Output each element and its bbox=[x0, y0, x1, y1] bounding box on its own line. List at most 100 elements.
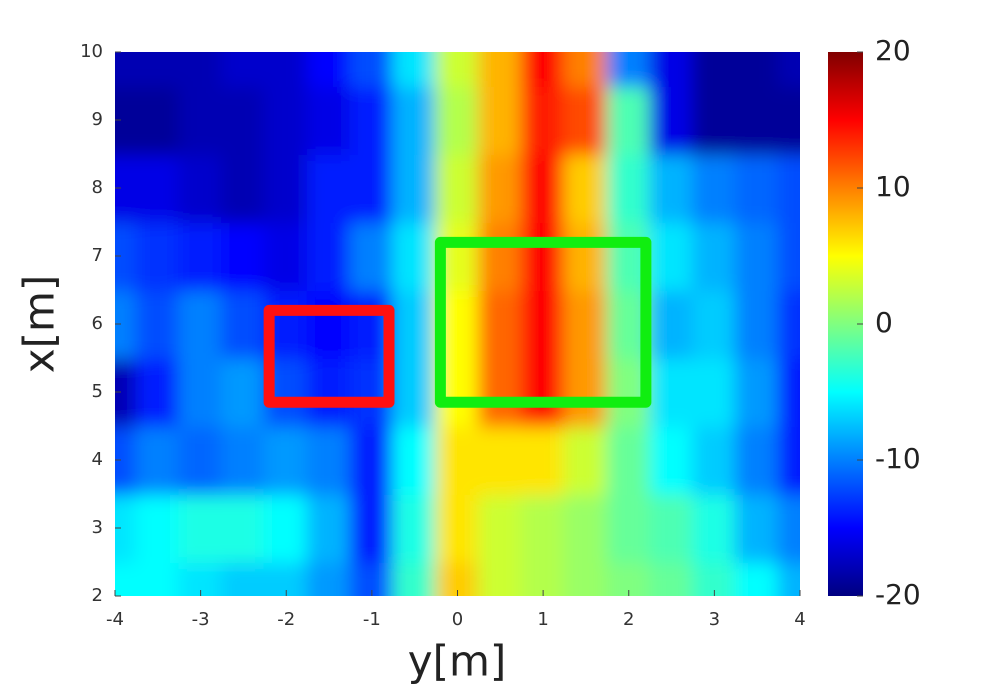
heat-cell bbox=[435, 153, 480, 223]
heat-cell bbox=[777, 289, 800, 359]
plot-area bbox=[115, 52, 800, 596]
heat-cell bbox=[691, 153, 737, 223]
heat-cell bbox=[221, 357, 266, 427]
heat-cell bbox=[135, 52, 181, 87]
heat-cell bbox=[115, 561, 138, 596]
x-tick-label: 1 bbox=[537, 609, 548, 630]
x-tick-label: -3 bbox=[192, 609, 210, 630]
x-tick-label: 0 bbox=[452, 609, 463, 630]
heat-cell bbox=[606, 52, 652, 87]
heat-cell bbox=[477, 85, 523, 155]
heat-cell bbox=[520, 221, 566, 291]
colorbar-tick-label: -20 bbox=[875, 578, 921, 611]
heat-cell bbox=[649, 52, 694, 87]
heat-cell bbox=[115, 52, 138, 87]
heat-cell bbox=[392, 561, 438, 596]
heat-cell bbox=[135, 561, 181, 596]
heat-cell bbox=[392, 289, 438, 359]
heat-cell bbox=[563, 52, 609, 87]
heat-cell bbox=[135, 425, 181, 495]
heat-cell bbox=[477, 289, 523, 359]
heat-cell bbox=[349, 425, 395, 495]
heat-cell bbox=[115, 85, 138, 155]
heat-cell bbox=[306, 221, 352, 291]
heat-cell bbox=[306, 153, 352, 223]
heat-cell bbox=[777, 561, 800, 596]
heat-cell bbox=[115, 221, 138, 291]
heat-cell bbox=[606, 425, 652, 495]
heat-cell bbox=[349, 153, 395, 223]
heat-cell bbox=[306, 561, 352, 596]
heat-cell bbox=[563, 561, 609, 596]
x-tick-label: 2 bbox=[623, 609, 634, 630]
heat-cell bbox=[649, 85, 694, 155]
heat-cell bbox=[221, 561, 266, 596]
heat-cell bbox=[221, 52, 266, 87]
heat-cell bbox=[691, 493, 737, 563]
heat-cell bbox=[520, 85, 566, 155]
heat-cell bbox=[734, 85, 780, 155]
heat-cell bbox=[435, 493, 480, 563]
heat-cell bbox=[563, 153, 609, 223]
x-tick-label: -1 bbox=[363, 609, 381, 630]
heat-cell bbox=[435, 52, 480, 87]
heat-cell bbox=[777, 425, 800, 495]
heat-cell bbox=[734, 493, 780, 563]
heat-cell bbox=[135, 289, 181, 359]
heat-cell bbox=[263, 153, 309, 223]
x-tick-label: 3 bbox=[709, 609, 720, 630]
heat-cell bbox=[520, 153, 566, 223]
heat-cell bbox=[777, 357, 800, 427]
heat-cell bbox=[477, 221, 523, 291]
y-tick-label: 6 bbox=[92, 313, 103, 334]
heat-cell bbox=[135, 221, 181, 291]
heat-cell bbox=[777, 85, 800, 155]
heat-cell bbox=[263, 493, 309, 563]
x-tick-label: -4 bbox=[106, 609, 124, 630]
heat-cell bbox=[178, 85, 224, 155]
heat-cell bbox=[520, 425, 566, 495]
heat-cell bbox=[520, 493, 566, 563]
heat-cell bbox=[777, 493, 800, 563]
heat-cell bbox=[435, 85, 480, 155]
heat-cell bbox=[563, 425, 609, 495]
heat-cell bbox=[306, 85, 352, 155]
heat-cell bbox=[777, 221, 800, 291]
heat-cell bbox=[263, 52, 309, 87]
heat-cell bbox=[263, 85, 309, 155]
heat-cell bbox=[392, 85, 438, 155]
heat-cell bbox=[520, 289, 566, 359]
heat-cell bbox=[691, 289, 737, 359]
heat-cell bbox=[777, 52, 800, 87]
heat-cell bbox=[649, 289, 694, 359]
y-tick-label: 8 bbox=[92, 177, 103, 198]
heat-cell bbox=[178, 425, 224, 495]
highlight-box bbox=[434, 236, 652, 408]
heat-cell bbox=[777, 153, 800, 223]
y-axis-label: x[m] bbox=[15, 275, 64, 374]
heat-cell bbox=[606, 153, 652, 223]
heat-cell bbox=[178, 221, 224, 291]
heat-cell bbox=[349, 221, 395, 291]
heat-cell bbox=[392, 493, 438, 563]
heat-cell bbox=[178, 52, 224, 87]
heat-cell bbox=[563, 493, 609, 563]
heat-cell bbox=[115, 153, 138, 223]
heat-cell bbox=[306, 289, 352, 359]
heat-cell bbox=[221, 85, 266, 155]
y-tick-label: 2 bbox=[92, 585, 103, 606]
heat-cell bbox=[178, 153, 224, 223]
heat-cell bbox=[734, 153, 780, 223]
heat-cell bbox=[734, 289, 780, 359]
heat-cell bbox=[221, 221, 266, 291]
heat-cell bbox=[477, 493, 523, 563]
heat-cell bbox=[734, 52, 780, 87]
heat-cell bbox=[306, 493, 352, 563]
heat-cell bbox=[178, 493, 224, 563]
heat-cell bbox=[563, 85, 609, 155]
heat-cell bbox=[306, 357, 352, 427]
heat-cell bbox=[691, 425, 737, 495]
heat-cell bbox=[477, 561, 523, 596]
heat-cell bbox=[263, 221, 309, 291]
